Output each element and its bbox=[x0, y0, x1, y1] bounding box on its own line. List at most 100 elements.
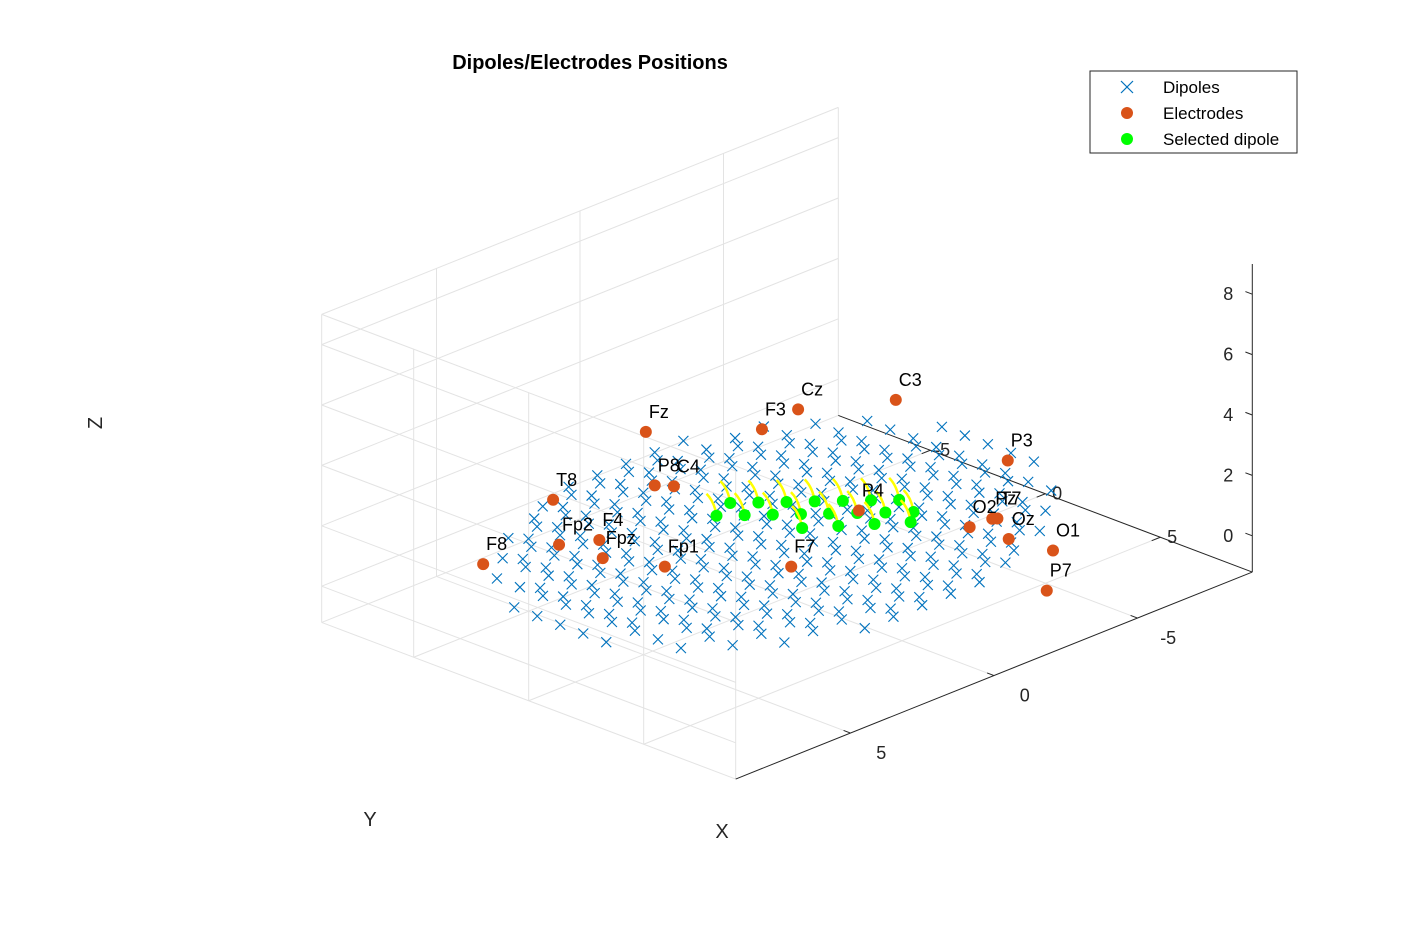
dipole-stroke bbox=[735, 591, 747, 603]
electrode-label: Fp2 bbox=[562, 515, 593, 535]
dipole-marker bbox=[508, 601, 520, 613]
selected-dipole-point bbox=[738, 509, 751, 522]
dipole-stroke bbox=[910, 530, 922, 542]
dipole-marker bbox=[531, 610, 543, 622]
dipole-stroke bbox=[856, 525, 868, 537]
dipole-marker bbox=[681, 532, 692, 544]
dipole-stroke bbox=[862, 594, 873, 606]
dipole-marker bbox=[881, 452, 893, 464]
dipole-stroke bbox=[775, 450, 787, 461]
dipole-marker bbox=[844, 565, 856, 577]
dipole-marker bbox=[577, 628, 589, 639]
dipole-stroke bbox=[729, 522, 741, 533]
dipole-stroke bbox=[945, 588, 957, 600]
dipole-marker bbox=[945, 498, 957, 510]
dipole-marker bbox=[956, 547, 968, 559]
dipole-stroke bbox=[798, 548, 810, 560]
dipole-stroke bbox=[916, 510, 928, 522]
dipole-marker bbox=[807, 446, 819, 458]
dipole-stroke bbox=[833, 606, 845, 617]
dipole-marker bbox=[948, 560, 960, 571]
z-tick-mark bbox=[1245, 291, 1253, 295]
dipole-marker bbox=[755, 449, 767, 461]
dipole-marker bbox=[727, 550, 738, 562]
dipole-stroke bbox=[842, 593, 853, 605]
dipole-stroke bbox=[600, 636, 612, 648]
dipole-stroke bbox=[741, 571, 753, 583]
dipole-marker bbox=[755, 538, 767, 550]
dipole-stroke bbox=[879, 444, 890, 456]
dipole-stroke bbox=[985, 536, 997, 548]
dipole-marker bbox=[635, 515, 646, 527]
dipole-stroke bbox=[577, 538, 589, 550]
dipole-stroke bbox=[577, 628, 589, 639]
dipole-stroke bbox=[517, 553, 529, 565]
dipole-marker bbox=[537, 590, 549, 602]
dipole-stroke bbox=[945, 498, 957, 510]
dipole-marker bbox=[603, 608, 615, 620]
dipole-marker bbox=[816, 577, 827, 588]
dipole-stroke bbox=[663, 504, 675, 515]
dipole-marker bbox=[672, 455, 684, 467]
dipole-marker bbox=[675, 553, 687, 564]
dipole-stroke bbox=[669, 573, 681, 585]
dipole-stroke bbox=[807, 446, 819, 458]
z-tick-label: 2 bbox=[1223, 465, 1233, 485]
dipole-marker bbox=[646, 564, 658, 576]
dipole-marker bbox=[979, 556, 991, 568]
dipole-marker bbox=[732, 530, 744, 541]
dipole-marker bbox=[804, 438, 816, 450]
dipole-marker bbox=[692, 492, 704, 504]
dipole-marker bbox=[887, 521, 899, 533]
dipole-stroke bbox=[778, 637, 790, 648]
grid-line bbox=[321, 585, 736, 744]
dipole-stroke bbox=[652, 454, 663, 466]
dipole-stroke bbox=[678, 614, 690, 626]
selected-dipole-point bbox=[794, 508, 807, 521]
dipole-marker bbox=[497, 552, 509, 564]
dipole-marker bbox=[709, 521, 721, 533]
dipole-marker bbox=[839, 585, 850, 597]
dipole-stroke bbox=[890, 583, 902, 594]
dipole-stroke bbox=[523, 533, 534, 545]
dipole-marker bbox=[589, 498, 600, 509]
dipole-stroke bbox=[612, 506, 623, 518]
dipole-marker bbox=[879, 533, 891, 545]
dipole-stroke bbox=[859, 622, 871, 634]
grid-line bbox=[321, 378, 839, 587]
dipole-marker bbox=[620, 547, 632, 559]
dipole-marker bbox=[732, 440, 744, 452]
dipole-stroke bbox=[727, 550, 738, 562]
dipole-stroke bbox=[686, 602, 698, 614]
selected-dipole-point bbox=[752, 496, 765, 509]
dipole-marker bbox=[724, 542, 735, 554]
dipole-stroke bbox=[982, 528, 994, 540]
dipole-stroke bbox=[761, 608, 773, 619]
dipole-stroke bbox=[643, 467, 655, 478]
dipole-marker bbox=[928, 559, 939, 571]
dipole-stroke bbox=[804, 438, 816, 450]
dipole-stroke bbox=[824, 475, 836, 487]
electrode-label: Pz bbox=[995, 489, 1016, 509]
dipole-marker bbox=[781, 608, 793, 620]
dipole-stroke bbox=[781, 429, 793, 441]
dipole-marker bbox=[603, 519, 615, 530]
dipole-marker bbox=[586, 490, 597, 501]
dipole-marker bbox=[827, 536, 839, 548]
dipole-marker bbox=[638, 576, 649, 588]
dipole-marker bbox=[836, 614, 848, 625]
dipole-marker bbox=[615, 568, 626, 579]
dipole-stroke bbox=[1040, 505, 1051, 517]
dipole-marker bbox=[976, 459, 988, 470]
dipole-stroke bbox=[609, 498, 620, 510]
dipole-stroke bbox=[767, 498, 778, 510]
dipole-stroke bbox=[594, 567, 606, 579]
dipole-stroke bbox=[689, 484, 701, 496]
dipole-marker bbox=[689, 574, 701, 585]
dipole-marker bbox=[747, 551, 758, 562]
dipole-marker bbox=[701, 623, 713, 634]
dipole-stroke bbox=[859, 533, 870, 545]
dipole-stroke bbox=[827, 536, 839, 548]
dipole-marker bbox=[807, 625, 819, 637]
dipole-stroke bbox=[902, 542, 914, 554]
